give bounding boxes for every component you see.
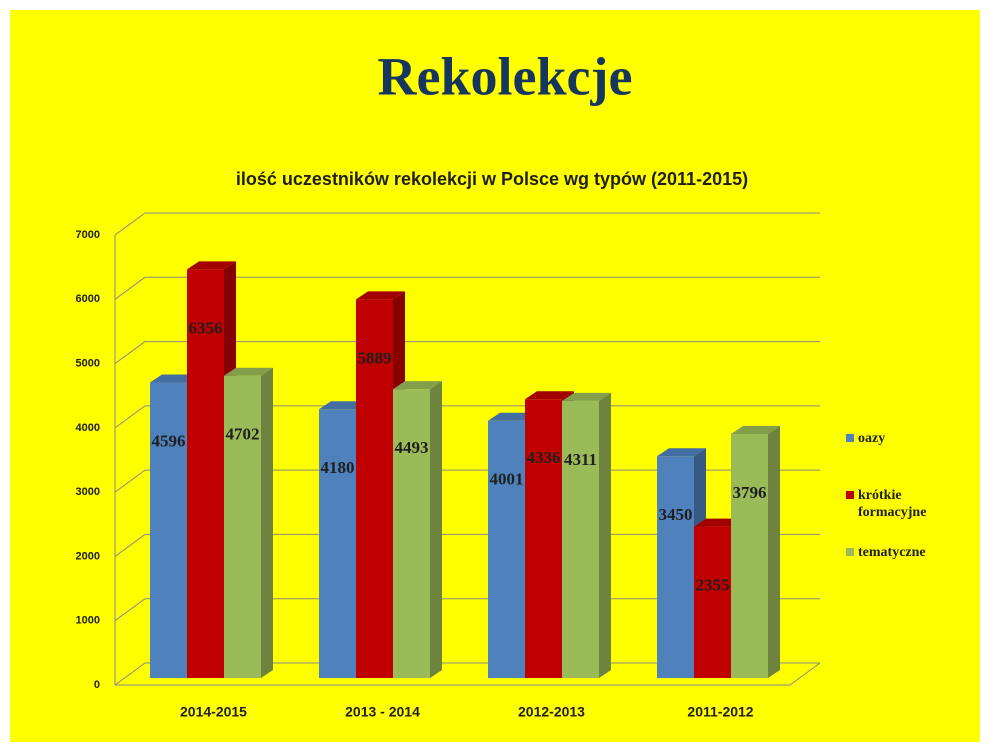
y-tick-label: 0 [94, 679, 100, 691]
legend-label: krótkie formacyjne [858, 488, 927, 520]
y-tick-label: 1000 [76, 615, 100, 627]
data-label: 4336 [527, 448, 561, 467]
bar [731, 433, 768, 678]
bar-side [430, 381, 442, 678]
data-label: 3796 [733, 483, 767, 502]
bar-side [599, 392, 611, 678]
y-tick-label: 4000 [76, 422, 100, 434]
bar [224, 375, 261, 678]
data-label: 4311 [564, 450, 597, 469]
bar-top [393, 381, 442, 390]
bar [319, 409, 356, 678]
bar-top [657, 448, 706, 457]
bar-top [562, 392, 611, 401]
chart-title: ilość uczestników rekolekcji w Polsce wg… [236, 169, 748, 189]
legend-swatch [846, 434, 854, 442]
x-tick-label: 2011-2012 [687, 704, 753, 720]
x-tick-label: 2014-2015 [180, 704, 247, 720]
bar-top [224, 367, 273, 376]
bar-top [150, 374, 199, 383]
legend-swatch [846, 548, 854, 556]
y-tick-label: 2000 [76, 550, 100, 562]
grid-line-side [114, 469, 146, 493]
bar-top [731, 425, 780, 434]
grid-line-side [114, 405, 146, 429]
slide-title: Rekolekcje [378, 46, 633, 106]
bar [488, 420, 525, 678]
data-label: 6356 [189, 318, 223, 337]
floor-right [789, 662, 821, 686]
bar-top [488, 412, 537, 421]
y-tick-label: 3000 [76, 486, 100, 498]
grid-line-side [114, 534, 146, 557]
data-label: 4702 [226, 425, 260, 444]
bar [393, 389, 430, 678]
bar [150, 382, 187, 678]
data-label: 4493 [395, 438, 429, 457]
x-tick-label: 2012-2013 [518, 704, 585, 720]
data-label: 4596 [152, 431, 186, 450]
grid-line-side [114, 341, 146, 364]
grid-line-side [114, 598, 146, 622]
bar-side [261, 367, 273, 678]
bar-side [768, 425, 780, 678]
bar-top [525, 391, 574, 400]
y-tick-label: 5000 [76, 357, 100, 369]
bar [562, 400, 599, 678]
bar [525, 399, 562, 678]
y-tick-label: 7000 [76, 229, 100, 241]
grid-line-side [114, 212, 146, 236]
data-label: 5889 [358, 348, 392, 367]
grid-line-side [114, 662, 146, 686]
legend-label: tematyczne [858, 545, 926, 560]
bar-top [356, 291, 405, 300]
legend-item: oazy [846, 430, 958, 447]
grid-line-side [114, 276, 146, 300]
data-label: 3450 [659, 505, 693, 524]
bar-top [187, 261, 236, 270]
data-label: 4001 [490, 470, 524, 489]
legend-swatch [846, 491, 854, 499]
bar [657, 456, 694, 678]
bar-top [694, 518, 743, 527]
bar [694, 526, 731, 678]
data-label: 2355 [696, 576, 730, 595]
legend-label: oazy [858, 431, 886, 446]
legend-item: krótkie formacyjne [846, 487, 958, 521]
legend-item: tematyczne [846, 544, 958, 561]
data-label: 4180 [321, 458, 355, 477]
x-tick-label: 2013 - 2014 [345, 704, 420, 720]
bar [356, 299, 393, 678]
bar [187, 269, 224, 678]
y-tick-label: 6000 [76, 293, 100, 305]
bar-top [319, 401, 368, 410]
